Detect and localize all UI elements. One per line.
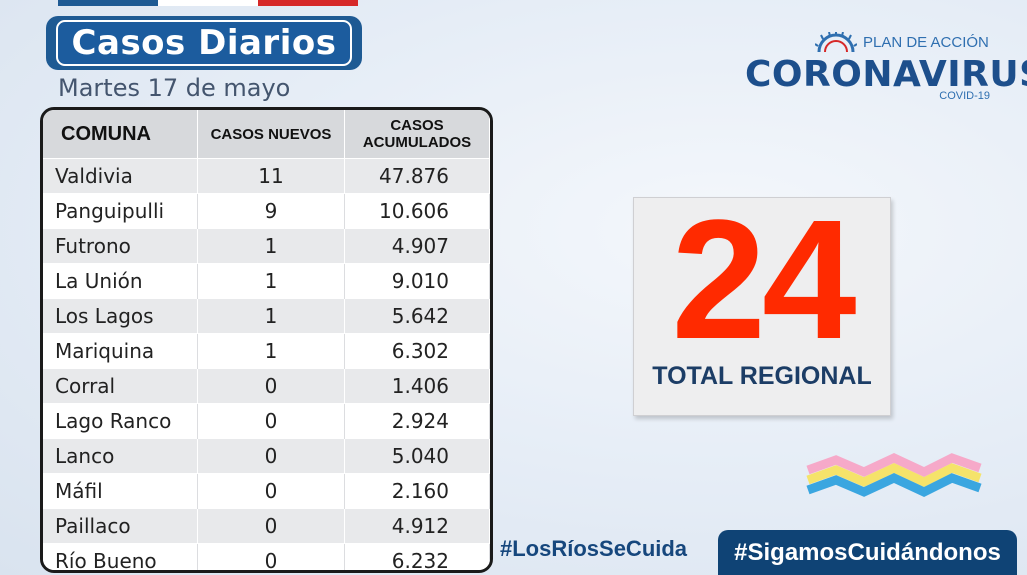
cell-casos-nuevos: 0 — [197, 508, 345, 544]
cell-casos-nuevos: 11 — [197, 158, 345, 194]
cell-comuna: Lago Ranco — [43, 403, 198, 439]
cell-casos-acumulados: 47.876 — [344, 158, 490, 194]
flag-stripe — [58, 0, 358, 6]
cell-casos-acumulados: 4.907 — [344, 228, 490, 264]
total-label: TOTAL REGIONAL — [652, 362, 872, 390]
cell-casos-acumulados: 6.232 — [344, 543, 490, 570]
cell-comuna: Lanco — [43, 438, 198, 474]
cell-casos-nuevos: 0 — [197, 403, 345, 439]
table-row: Mariquina 1 6.302 — [43, 333, 490, 369]
header-comuna: COMUNA — [43, 110, 198, 159]
flag-stripe-blue — [58, 0, 158, 6]
cell-casos-nuevos: 1 — [197, 333, 345, 369]
cell-casos-nuevos: 1 — [197, 263, 345, 299]
cell-casos-acumulados: 5.040 — [344, 438, 490, 474]
cell-comuna: Paillaco — [43, 508, 198, 544]
virus-icon — [815, 32, 857, 53]
table-row: Valdivia 11 47.876 — [43, 158, 490, 194]
coronavirus-logo: PLAN DE ACCIÓN CORONAVIRUS COVID-19 — [745, 28, 1027, 108]
cell-casos-nuevos: 0 — [197, 543, 345, 570]
cell-casos-acumulados: 1.406 — [344, 368, 490, 404]
table-row: Máfil 0 2.160 — [43, 473, 490, 509]
hashtag-sigamos: #SigamosCuidándonos — [718, 530, 1017, 575]
page-title: Casos Diarios — [56, 20, 352, 66]
cell-casos-nuevos: 0 — [197, 438, 345, 474]
cases-table: COMUNA CASOS NUEVOS CASOS ACUMULADOS Val… — [40, 107, 493, 573]
cell-comuna: Futrono — [43, 228, 198, 264]
cell-comuna: Máfil — [43, 473, 198, 509]
table-row: Lanco 0 5.040 — [43, 438, 490, 474]
cell-comuna: Río Bueno — [43, 543, 198, 570]
table-row: Paillaco 0 4.912 — [43, 508, 490, 544]
cell-comuna: Panguipulli — [43, 193, 198, 229]
cell-casos-nuevos: 0 — [197, 368, 345, 404]
header-casos-acumulados: CASOS ACUMULADOS — [344, 110, 490, 159]
report-date: Martes 17 de mayo — [58, 74, 291, 102]
table-row: Los Lagos 1 5.642 — [43, 298, 490, 334]
table-row: Río Bueno 0 6.232 — [43, 543, 490, 570]
cell-casos-acumulados: 6.302 — [344, 333, 490, 369]
cell-casos-nuevos: 1 — [197, 298, 345, 334]
header-acumulados-line2: ACUMULADOS — [362, 134, 472, 151]
table-row: La Unión 1 9.010 — [43, 263, 490, 299]
cell-comuna: Corral — [43, 368, 198, 404]
cell-casos-acumulados: 2.160 — [344, 473, 490, 509]
hashtag-los-rios: #LosRíosSeCuida — [500, 536, 688, 561]
cell-casos-acumulados: 2.924 — [344, 403, 490, 439]
flag-stripe-white — [158, 0, 258, 6]
cell-casos-nuevos: 0 — [197, 473, 345, 509]
table-row: Futrono 1 4.907 — [43, 228, 490, 264]
table-header-row: COMUNA CASOS NUEVOS CASOS ACUMULADOS — [43, 110, 490, 159]
title-banner: Casos Diarios — [46, 16, 362, 70]
cell-casos-acumulados: 4.912 — [344, 508, 490, 544]
total-regional-card: 24 TOTAL REGIONAL — [633, 185, 891, 416]
logo-coronavirus-text: CORONAVIRUS — [745, 54, 1027, 95]
cell-casos-acumulados: 10.606 — [344, 193, 490, 229]
cell-comuna: Mariquina — [43, 333, 198, 369]
cell-casos-acumulados: 5.642 — [344, 298, 490, 334]
logo-covid-text: COVID-19 — [939, 90, 990, 102]
decorative-zigzag-icon — [806, 453, 982, 497]
cell-comuna: Valdivia — [43, 158, 198, 194]
table-row: Corral 0 1.406 — [43, 368, 490, 404]
header-casos-nuevos: CASOS NUEVOS — [197, 110, 345, 159]
cell-casos-nuevos: 9 — [197, 193, 345, 229]
flag-stripe-red — [258, 0, 358, 6]
total-value: 24 — [671, 185, 856, 375]
table-row: Lago Ranco 0 2.924 — [43, 403, 490, 439]
cell-comuna: La Unión — [43, 263, 198, 299]
cell-comuna: Los Lagos — [43, 298, 198, 334]
table-row: Panguipulli 9 10.606 — [43, 193, 490, 229]
logo-plan-text: PLAN DE ACCIÓN — [863, 34, 989, 51]
cell-casos-acumulados: 9.010 — [344, 263, 490, 299]
header-acumulados-line1: CASOS — [390, 117, 444, 134]
cell-casos-nuevos: 1 — [197, 228, 345, 264]
